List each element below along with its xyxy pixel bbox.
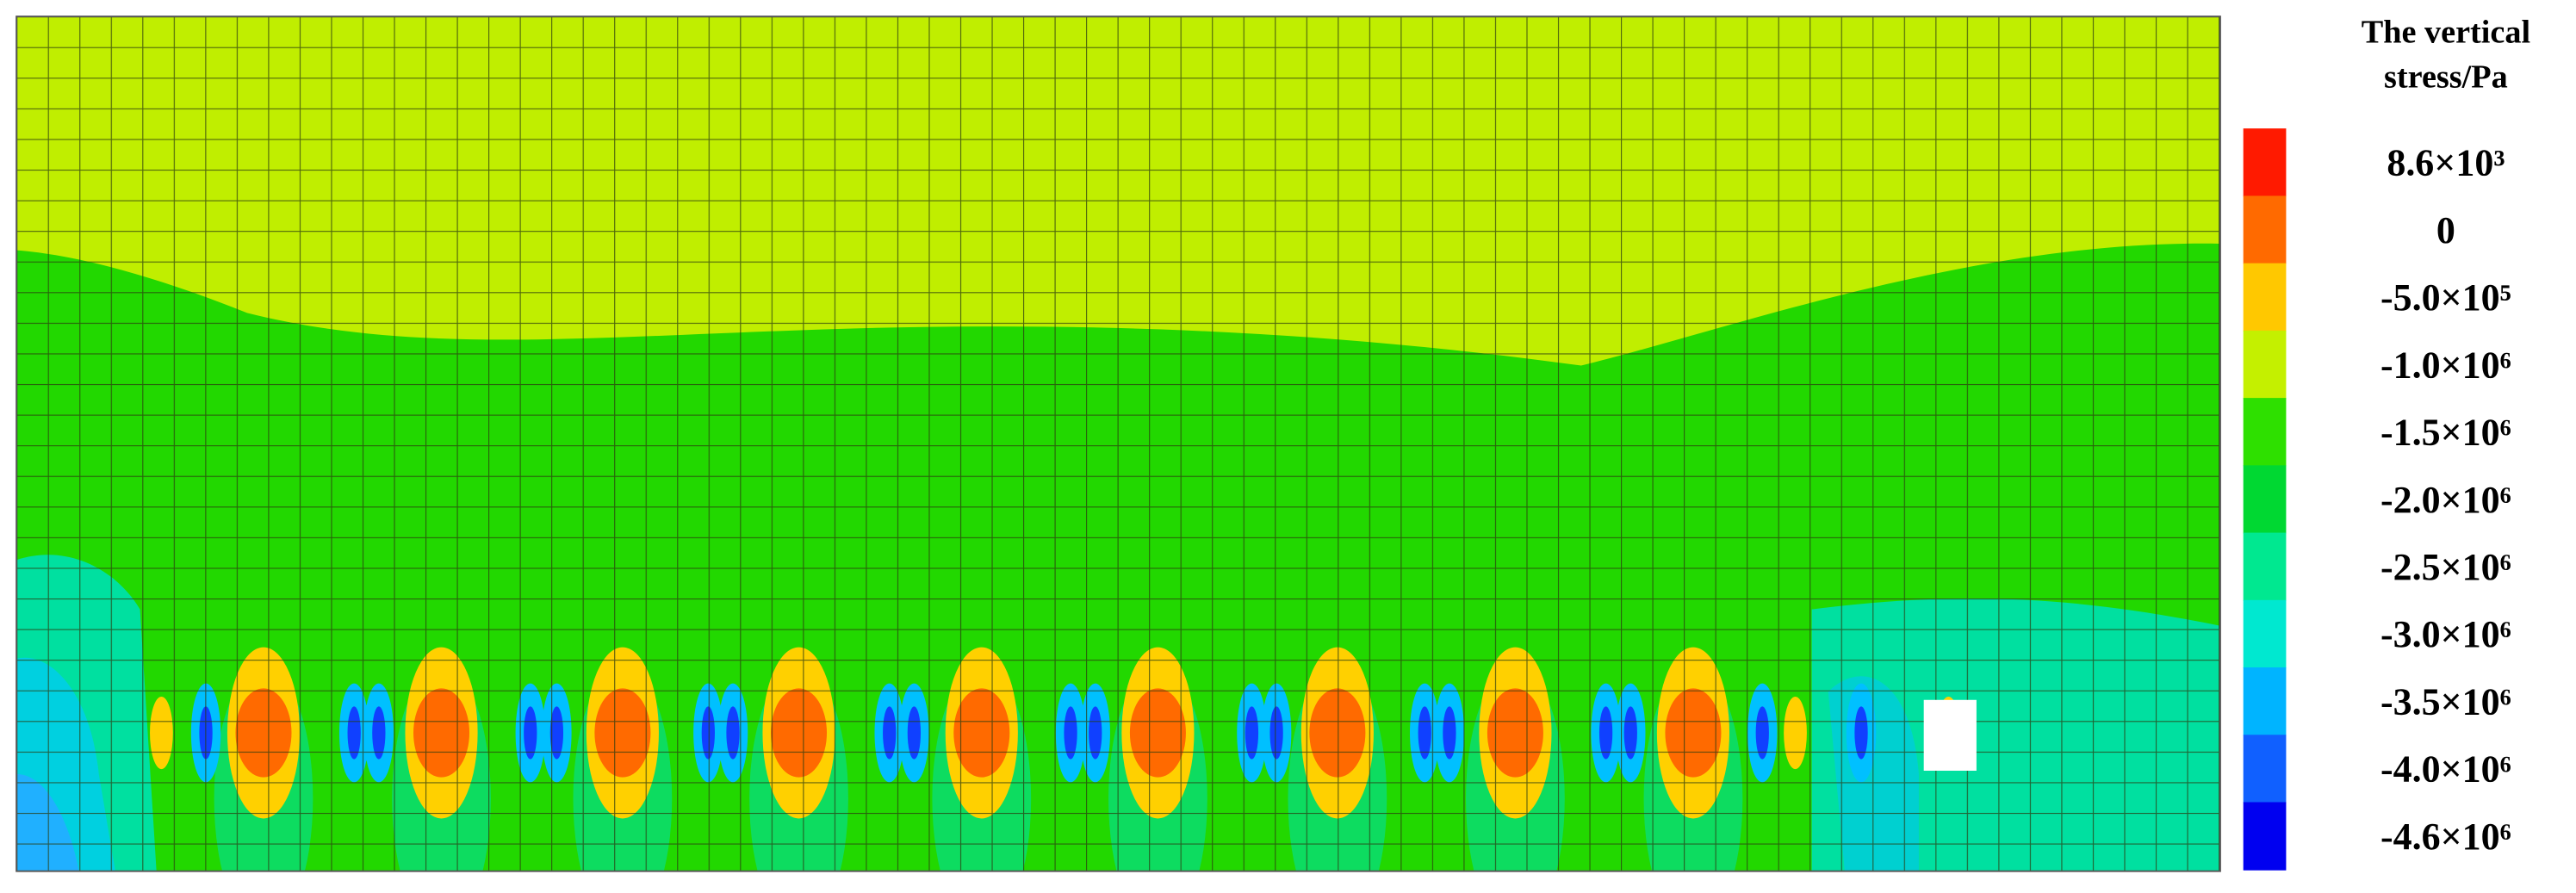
legend-swatch bbox=[2243, 599, 2287, 669]
legend-label: -2.0×10⁶ bbox=[2380, 479, 2511, 521]
legend-title: stress/Pa bbox=[2384, 59, 2508, 95]
legend-label: -4.0×10⁶ bbox=[2380, 748, 2511, 791]
legend-swatch bbox=[2243, 667, 2287, 736]
legend-label: -4.6×10⁶ bbox=[2380, 815, 2511, 858]
legend-swatch bbox=[2243, 802, 2287, 871]
legend-swatch bbox=[2243, 330, 2287, 400]
legend-swatch bbox=[2243, 398, 2287, 467]
legend-swatch bbox=[2243, 532, 2287, 601]
legend-label: -3.0×10⁶ bbox=[2380, 613, 2511, 655]
legend-label: -5.0×10⁵ bbox=[2380, 276, 2511, 319]
legend-label: -1.5×10⁶ bbox=[2380, 412, 2511, 454]
legend-label: 0 bbox=[2436, 209, 2455, 251]
legend-label: 8.6×10³ bbox=[2387, 142, 2505, 184]
contour-plot bbox=[16, 16, 2220, 871]
legend-swatch bbox=[2243, 128, 2287, 197]
legend: The vertical stress/Pa 8.6×10³ 0 -5.0×10⁵ -… bbox=[2243, 15, 2530, 871]
legend-swatch bbox=[2243, 735, 2287, 803]
legend-swatch bbox=[2243, 465, 2287, 534]
legend-swatch bbox=[2243, 263, 2287, 332]
legend-label: -3.5×10⁶ bbox=[2380, 680, 2511, 722]
legend-label: -2.5×10⁶ bbox=[2380, 546, 2511, 588]
legend-swatch bbox=[2243, 195, 2287, 264]
legend-label: -1.0×10⁶ bbox=[2380, 344, 2511, 386]
legend-title: The vertical bbox=[2362, 15, 2530, 51]
